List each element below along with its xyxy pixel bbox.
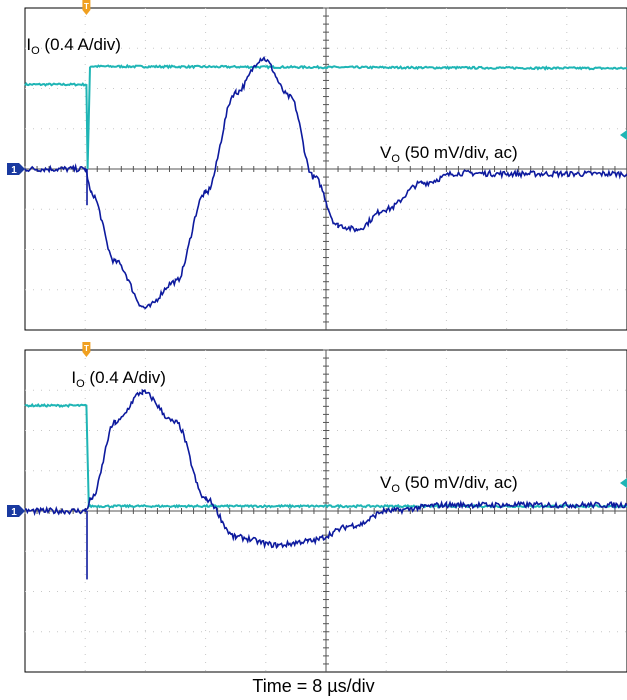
ground-marker-shape [7, 163, 25, 175]
trigger-marker-letter: T [84, 344, 89, 353]
current-label: IO (0.4 A/div) [26, 35, 121, 57]
voltage-label: VO (50 mV/div, ac) [380, 473, 518, 495]
label-rest: (50 mV/div, ac) [400, 473, 518, 492]
label-main: V [380, 473, 392, 492]
trigger-marker-shape [82, 0, 91, 15]
label-subscript: O [391, 483, 400, 495]
label-rest: (0.4 A/div) [85, 368, 166, 387]
voltage-trace [24, 388, 627, 550]
label-main: I [26, 35, 31, 54]
label-subscript: O [391, 153, 400, 165]
current-label: IO (0.4 A/div) [71, 368, 166, 390]
ground-marker-label: 1 [11, 165, 17, 176]
scope-panel-2: IO (0.4 A/div)VO (50 mV/div, ac)T1 [7, 342, 627, 673]
trigger-marker-letter: T [84, 2, 89, 11]
label-rest: (50 mV/div, ac) [400, 143, 518, 162]
voltage-trace [24, 56, 627, 311]
ground-marker-icon: 1 [7, 505, 25, 518]
voltage-label: VO (50 mV/div, ac) [380, 143, 518, 165]
ground-marker-icon: 1 [7, 163, 25, 176]
label-main: I [71, 368, 76, 387]
label-main: V [380, 143, 392, 162]
label-subscript: O [31, 45, 40, 57]
ground-marker-shape [7, 505, 25, 517]
trigger-marker-icon: T [82, 342, 91, 357]
current-trace [24, 63, 627, 170]
trigger-marker-icon: T [82, 0, 91, 15]
label-rest: (0.4 A/div) [40, 35, 121, 54]
reference-arrow-icon [620, 130, 627, 140]
label-subscript: O [76, 378, 85, 390]
reference-arrow-icon [620, 478, 627, 488]
trigger-marker-shape [82, 342, 91, 357]
scope-panel-1: IO (0.4 A/div)VO (50 mV/div, ac)T1 [7, 0, 627, 331]
x-axis-label: Time = 8 µs/div [252, 676, 375, 696]
ground-marker-label: 1 [11, 507, 17, 518]
